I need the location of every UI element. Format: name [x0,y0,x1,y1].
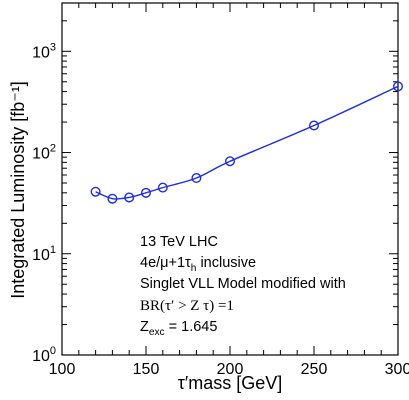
y-tick-exponent: 1 [50,244,56,256]
annotation-significance-symbol: Z [140,319,149,335]
y-tick-exponent: 3 [50,41,56,53]
y-tick-base: 10 [32,348,50,365]
data-point [124,192,135,203]
y-tick-exponent: 2 [50,143,56,155]
annotation-branching-ratio: BR(τ′ > Z τ) =1 [140,298,234,314]
data-point [90,186,101,197]
y-tick-base: 10 [32,247,50,264]
x-tick-label: 150 [133,361,160,378]
y-tick-label: 100 [32,345,56,365]
annotation-channel-suffix: inclusive [196,255,257,271]
x-axis-label: τ′mass [GeV] [178,373,283,393]
y-axis-label: Integrated Luminosity [fb⁻¹] [8,81,28,299]
y-tick-label: 103 [32,41,56,61]
x-tick-label: 300 [385,361,409,378]
data-point [393,81,404,92]
x-tick-label: 200 [217,361,244,378]
y-tick-label: 101 [32,244,56,264]
annotation-energy: 13 TeV LHC [140,234,218,250]
y-tick-exponent: 0 [50,345,56,357]
y-tick-base: 10 [32,44,50,61]
data-marks [90,81,404,204]
y-tick-label: 102 [32,143,56,163]
series-line [95,85,399,200]
y-tick-base: 10 [32,146,50,163]
annotation-significance-sub: exc [148,326,165,338]
x-tick-label: 250 [301,361,328,378]
data-point [140,187,151,198]
x-tick-label: 100 [49,361,76,378]
annotation-channel: 4e/μ+1τh inclusive [140,256,256,274]
annotation-significance-value: = 1.645 [164,319,218,335]
annotation-channel-sub: h [190,262,197,274]
annotation-significance: Zexc = 1.645 [140,320,217,338]
data-point [107,193,118,204]
data-point [309,120,320,131]
data-point [224,156,235,167]
data-point [191,173,202,184]
annotation-channel-main: 4e/μ+1τ [140,255,191,271]
annotation-model: Singlet VLL Model modified with [140,276,346,292]
data-point [157,182,168,193]
